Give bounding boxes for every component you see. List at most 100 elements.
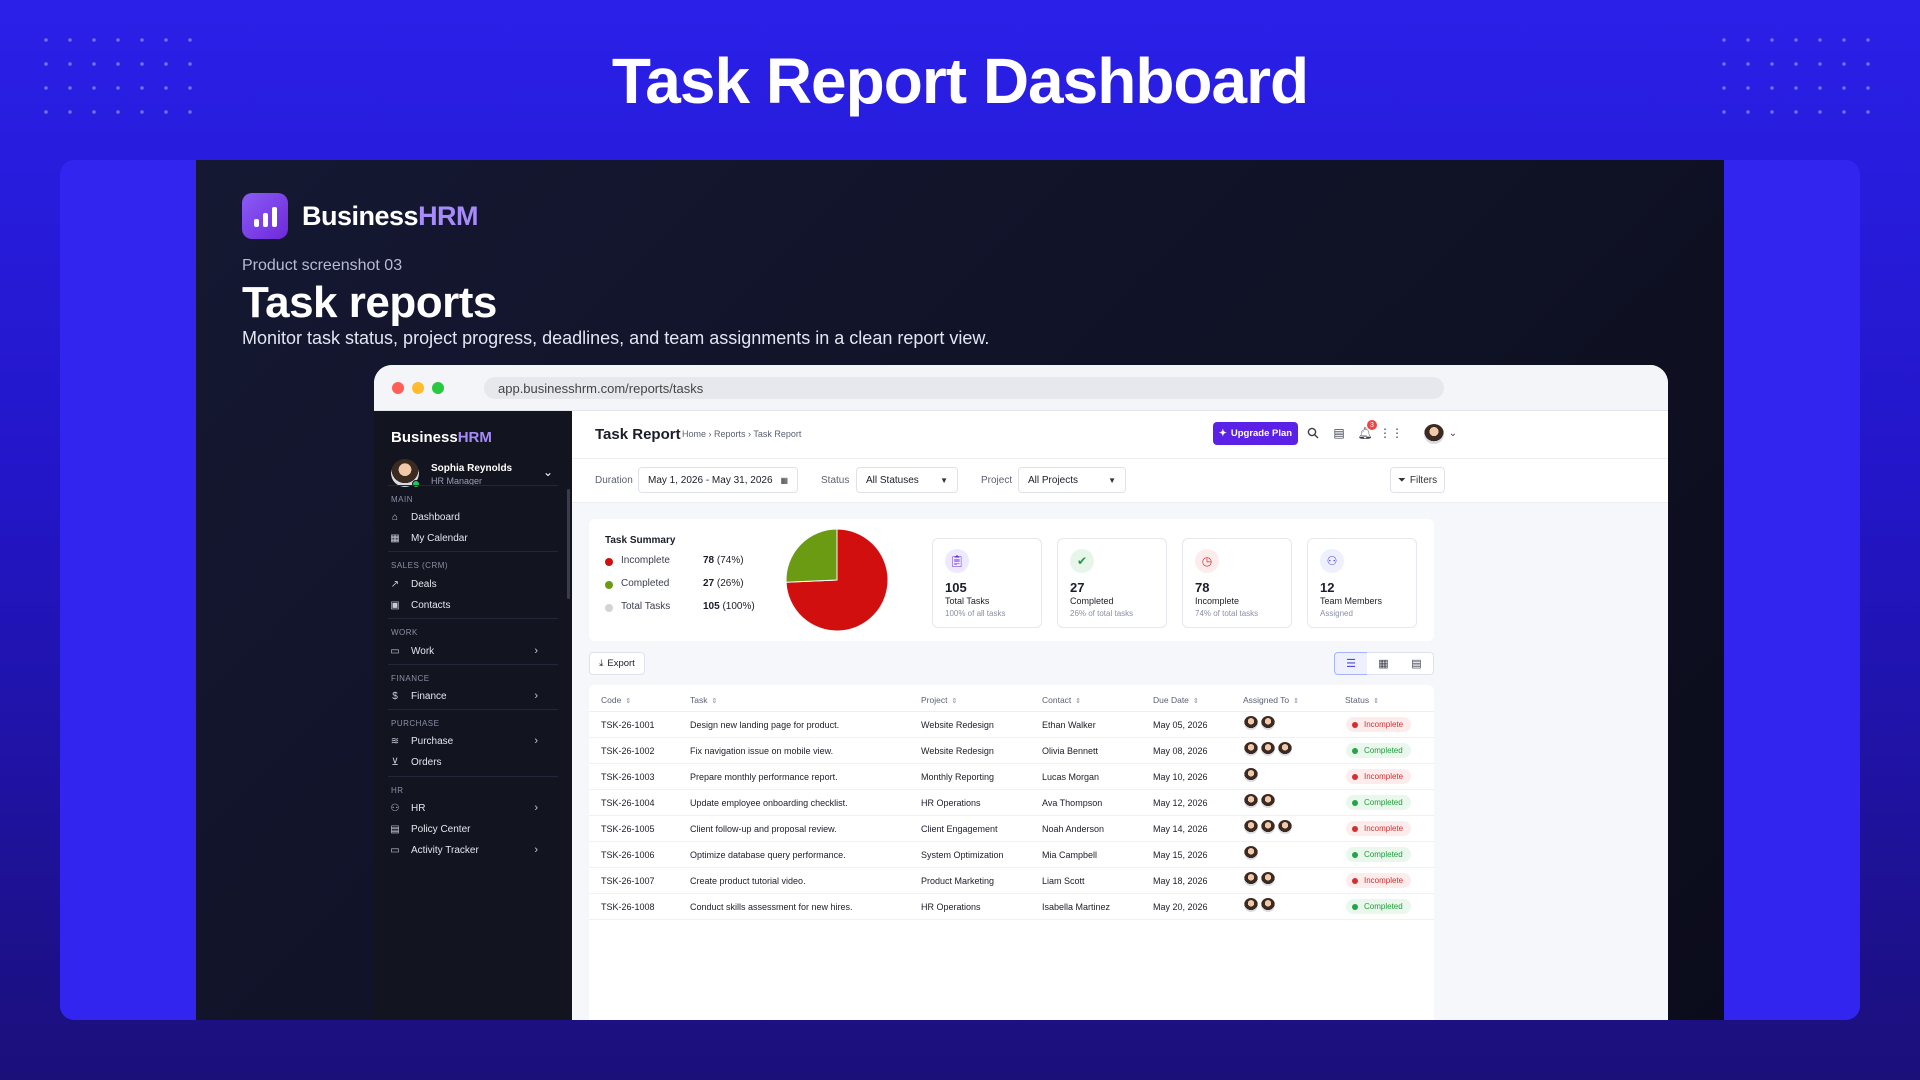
- column-header-task[interactable]: Task ⇕: [690, 695, 718, 705]
- contact-card-icon: ▣: [390, 599, 400, 611]
- dollar-icon: $: [392, 690, 398, 702]
- avatar[interactable]: [1244, 716, 1258, 730]
- avatar[interactable]: [1244, 872, 1258, 886]
- assignee-avatars: [1244, 794, 1275, 808]
- profile-avatar[interactable]: [1424, 424, 1444, 444]
- list-view-toggle[interactable]: ☰: [1334, 652, 1368, 675]
- decorative-dots-left: [34, 28, 204, 128]
- avatar[interactable]: [1261, 898, 1275, 912]
- cell-contact: Mia Campbell: [1042, 850, 1098, 860]
- sidebar-item-hr[interactable]: ⚇ HR ›: [388, 798, 538, 818]
- sidebar-item-label: Orders: [411, 756, 442, 768]
- chevron-down-icon[interactable]: ⌄: [1448, 427, 1458, 439]
- section-main: MAIN: [391, 495, 413, 504]
- search-icon[interactable]: [1305, 425, 1321, 441]
- apps-grid-icon[interactable]: ⋮⋮: [1379, 426, 1403, 440]
- avatar[interactable]: [1244, 898, 1258, 912]
- chevron-right-icon: ›: [534, 735, 538, 747]
- column-header-due-date[interactable]: Due Date ⇕: [1153, 695, 1199, 705]
- sidebar-scrollbar[interactable]: [567, 489, 570, 599]
- table-row[interactable]: TSK-26-1006 Optimize database query perfo…: [589, 842, 1434, 868]
- sidebar-item-contacts[interactable]: ▣ Contacts: [388, 595, 538, 615]
- table-row[interactable]: TSK-26-1004 Update employee onboarding ch…: [589, 790, 1434, 816]
- sidebar: BusinessHRM Sophia Reynolds HR Manager ⌄…: [374, 411, 572, 1020]
- calendar-icon: ▦: [780, 475, 788, 485]
- page-heading: Task Report: [595, 426, 681, 443]
- avatar[interactable]: [1261, 742, 1275, 756]
- sidebar-item-purchase[interactable]: ≋ Purchase ›: [388, 731, 538, 751]
- chevron-right-icon: ›: [534, 645, 538, 657]
- column-header-status[interactable]: Status ⇕: [1345, 695, 1379, 705]
- sidebar-item-label: Policy Center: [411, 823, 471, 835]
- avatar[interactable]: [1261, 794, 1275, 808]
- sort-icon: ⇕: [951, 698, 958, 705]
- stat-label: Total Tasks: [945, 596, 990, 606]
- avatar[interactable]: [1261, 820, 1275, 834]
- user-switcher[interactable]: Sophia Reynolds HR Manager ⌄: [391, 459, 561, 495]
- address-bar[interactable]: app.businesshrm.com/reports/tasks: [484, 377, 1444, 399]
- sidebar-item-finance[interactable]: $ Finance ›: [388, 686, 538, 706]
- status-badge: Completed: [1346, 795, 1411, 810]
- duration-picker[interactable]: May 1, 2026 - May 31, 2026 ▦: [638, 467, 798, 493]
- project-select[interactable]: All Projects ▼: [1018, 467, 1126, 493]
- table-row[interactable]: TSK-26-1001 Design new landing page for p…: [589, 712, 1434, 738]
- table-row[interactable]: TSK-26-1005 Client follow-up and proposal…: [589, 816, 1434, 842]
- sidebar-item-label: Deals: [411, 578, 437, 590]
- sidebar-item-policy[interactable]: ▤ Policy Center: [388, 819, 538, 839]
- table-row[interactable]: TSK-26-1007 Create product tutorial video…: [589, 868, 1434, 894]
- status-dot-icon: [1352, 851, 1358, 858]
- sidebar-item-dashboard[interactable]: ⌂ Dashboard: [388, 507, 538, 527]
- column-header-project[interactable]: Project ⇕: [921, 695, 958, 705]
- column-header-code[interactable]: Code ⇕: [601, 695, 632, 705]
- column-header-assigned[interactable]: Assigned To ⇕: [1243, 695, 1300, 705]
- sort-icon: ⇕: [1293, 698, 1300, 705]
- assignee-avatars: [1244, 846, 1258, 860]
- minimize-dot[interactable]: [412, 382, 424, 394]
- clipboard-icon: 📋︎: [945, 549, 969, 573]
- cell-due: May 10, 2026: [1153, 772, 1208, 782]
- list-icon: ☰: [1346, 658, 1356, 670]
- export-button[interactable]: ⤓ Export: [589, 652, 645, 675]
- sidebar-item-work[interactable]: ▭ Work ›: [388, 641, 538, 661]
- incomplete-dot-icon: [605, 558, 613, 566]
- table-row[interactable]: TSK-26-1008 Conduct skills assessment for…: [589, 894, 1434, 920]
- sidebar-brand: BusinessHRM: [391, 429, 492, 446]
- grid-view-toggle[interactable]: ▦: [1367, 652, 1401, 675]
- avatar[interactable]: [1244, 794, 1258, 808]
- maximize-dot[interactable]: [432, 382, 444, 394]
- upgrade-plan-button[interactable]: ✦ Upgrade Plan: [1213, 422, 1298, 445]
- assignee-avatars: [1244, 742, 1292, 756]
- sidebar-item-orders[interactable]: ⊻ Orders: [388, 752, 538, 772]
- table-row[interactable]: TSK-26-1002 Fix navigation issue on mobil…: [589, 738, 1434, 764]
- avatar[interactable]: [1244, 768, 1258, 782]
- bell-icon[interactable]: 🔔︎ 3: [1357, 420, 1377, 441]
- sidebar-item-activity[interactable]: ▭ Activity Tracker ›: [388, 840, 538, 860]
- status-badge: Incomplete: [1346, 769, 1412, 784]
- sidebar-item-deals[interactable]: ↗ Deals: [388, 574, 538, 594]
- summary-title: Task Summary: [605, 535, 676, 546]
- check-icon: ✔: [1070, 549, 1094, 573]
- chat-icon[interactable]: ▤: [1333, 426, 1345, 440]
- stat-value: 105: [945, 580, 967, 595]
- stat-label: Team Members: [1320, 596, 1383, 606]
- avatar[interactable]: [1244, 846, 1258, 860]
- filter-bar: Duration May 1, 2026 - May 31, 2026 ▦ Sta…: [572, 459, 1668, 503]
- avatar[interactable]: [1261, 716, 1275, 730]
- avatar[interactable]: [1278, 742, 1292, 756]
- filters-button[interactable]: ⏷ Filters: [1390, 467, 1445, 493]
- avatar[interactable]: [1278, 820, 1292, 834]
- avatar[interactable]: [1244, 820, 1258, 834]
- column-header-contact[interactable]: Contact ⇕: [1042, 695, 1082, 705]
- table-row[interactable]: TSK-26-1003 Prepare monthly performance r…: [589, 764, 1434, 790]
- sidebar-item-calendar[interactable]: ▦ My Calendar: [388, 528, 538, 548]
- close-dot[interactable]: [392, 382, 404, 394]
- avatar[interactable]: [1261, 872, 1275, 886]
- browser-chrome: app.businesshrm.com/reports/tasks: [374, 365, 1668, 411]
- summary-row-total: Total Tasks 105 (100%): [605, 601, 755, 615]
- breadcrumb[interactable]: Home › Reports › Task Report: [682, 429, 802, 439]
- online-status-icon: [412, 480, 420, 488]
- status-select[interactable]: All Statuses ▼: [856, 467, 958, 493]
- calendar-view-toggle[interactable]: ▤: [1400, 652, 1434, 675]
- avatar[interactable]: [1244, 742, 1258, 756]
- status-dot-icon: [1352, 877, 1358, 884]
